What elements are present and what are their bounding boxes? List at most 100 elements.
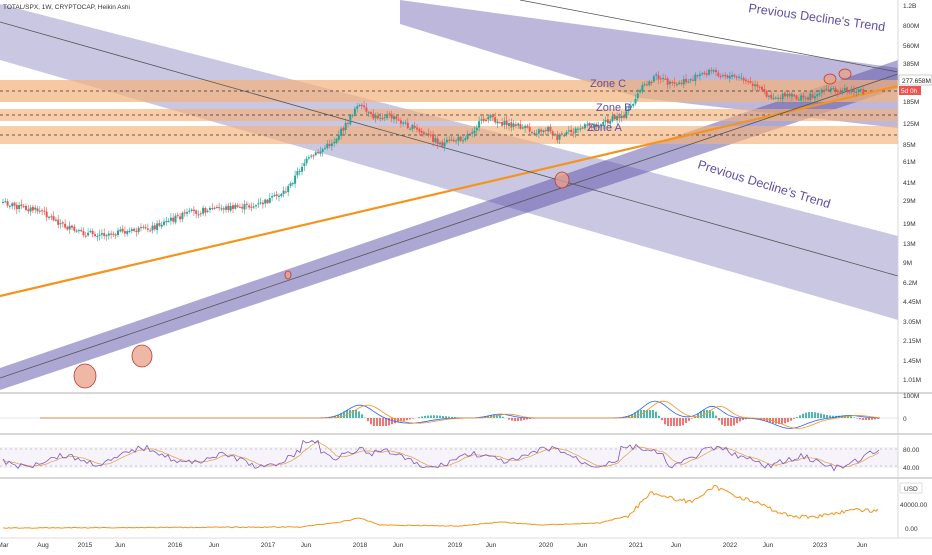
candle: [556, 134, 558, 140]
candle: [416, 127, 418, 129]
usd-unit: USD: [904, 486, 918, 493]
candle: [802, 96, 804, 98]
macd-bar: [427, 416, 429, 418]
macd-bar: [820, 414, 822, 418]
candle: [773, 98, 775, 99]
macd-bar: [685, 418, 687, 423]
price-tick: 800M: [903, 23, 919, 30]
candle: [697, 75, 699, 76]
candle: [853, 90, 855, 93]
candle: [492, 116, 494, 117]
candle: [57, 220, 59, 225]
price-tick: 3.05M: [903, 319, 921, 326]
macd-bar: [739, 418, 741, 421]
candle: [740, 78, 742, 79]
candle: [386, 114, 388, 118]
macd-bar: [718, 418, 720, 420]
macd-bar: [868, 418, 870, 420]
candle: [30, 208, 32, 212]
candle: [317, 152, 319, 153]
candle: [303, 163, 305, 166]
macd-bar: [667, 418, 669, 426]
candle: [724, 75, 726, 76]
candle: [163, 222, 165, 225]
candle: [294, 176, 296, 184]
macd-bar: [676, 418, 678, 426]
candle: [221, 208, 223, 209]
candle: [273, 195, 275, 196]
candle: [398, 120, 400, 121]
candle: [648, 81, 650, 85]
candle: [200, 213, 202, 214]
candle: [168, 221, 170, 222]
macd-bar: [409, 418, 411, 419]
candle: [129, 231, 131, 232]
candle: [515, 124, 517, 126]
candle: [524, 126, 526, 128]
candle: [506, 121, 508, 126]
candle: [27, 209, 29, 211]
candle: [692, 80, 694, 81]
candle: [379, 118, 381, 119]
macd-bar: [508, 418, 510, 420]
candle: [499, 122, 501, 123]
candle: [352, 115, 354, 116]
candle: [451, 139, 453, 140]
candle: [147, 228, 149, 229]
candle: [727, 76, 729, 78]
candle: [676, 84, 678, 85]
candle: [145, 227, 147, 228]
price-tick: 4.45M: [903, 299, 921, 306]
candle: [308, 157, 310, 158]
touch-marker: [555, 172, 569, 188]
macd-bar: [517, 418, 519, 421]
candle: [428, 133, 430, 134]
candle: [457, 137, 459, 141]
candle: [448, 140, 450, 141]
macd-bar: [871, 418, 873, 420]
candle: [821, 90, 823, 93]
candle: [193, 210, 195, 211]
time-tick: Jun: [763, 542, 774, 549]
macd-bar: [853, 417, 855, 418]
candle: [430, 135, 432, 136]
macd-bar: [499, 416, 501, 418]
candle: [690, 79, 692, 81]
macd-bar: [715, 416, 717, 418]
candle: [641, 85, 643, 91]
macd-bar: [643, 410, 645, 418]
candle: [391, 115, 393, 119]
candle: [809, 94, 811, 101]
candle: [69, 226, 71, 230]
candle: [722, 75, 724, 76]
candle: [779, 98, 781, 99]
macd-bar: [775, 418, 777, 424]
macd-bar: [661, 418, 663, 420]
candle: [584, 124, 586, 128]
macd-bar: [736, 418, 738, 423]
candle: [313, 155, 315, 156]
macd-bar: [370, 418, 372, 424]
time-tick: 2019: [448, 542, 463, 549]
candle: [2, 202, 4, 203]
candle: [230, 206, 232, 211]
candle: [432, 136, 434, 142]
candle: [685, 79, 687, 82]
zone-b-label: Zone B: [596, 102, 631, 114]
candle: [122, 229, 124, 232]
candle: [729, 76, 731, 79]
candle: [441, 142, 443, 146]
candle: [405, 122, 407, 123]
candle: [681, 83, 683, 84]
candle: [807, 98, 809, 100]
candle: [363, 106, 365, 108]
price-axis-bg: [898, 0, 932, 393]
candle: [285, 191, 287, 192]
macd-bar: [679, 418, 681, 426]
candle: [561, 134, 563, 135]
macd-bar: [658, 416, 660, 418]
candle: [4, 201, 6, 202]
candle: [46, 212, 48, 218]
candle: [487, 117, 489, 120]
